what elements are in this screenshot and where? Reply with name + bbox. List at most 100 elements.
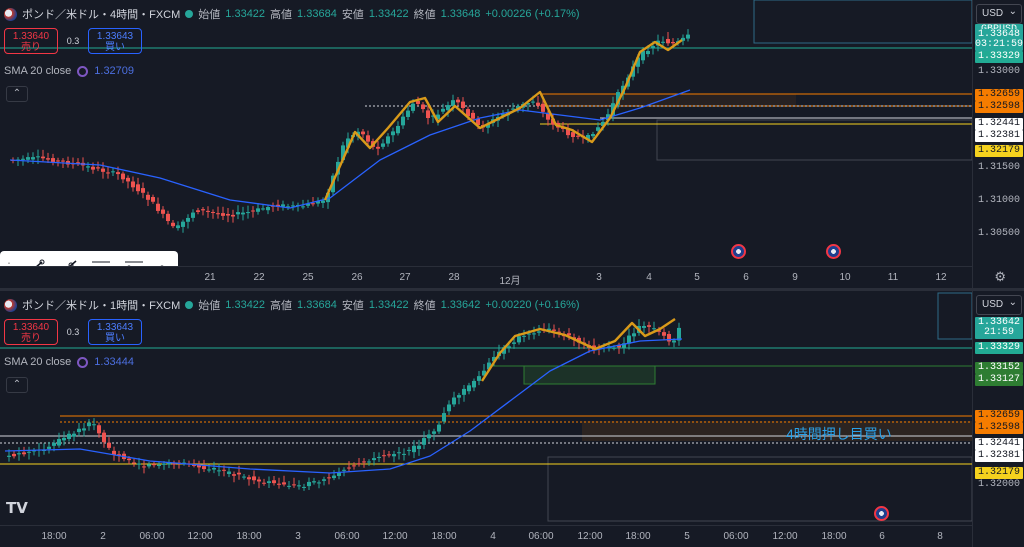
price-tag[interactable]: 21:59: [975, 327, 1023, 339]
candle-body: [681, 37, 685, 41]
symbol-title[interactable]: ポンド／米ドル・4時間・FXCM: [22, 9, 181, 21]
candle-body: [632, 333, 636, 337]
candle-body: [411, 103, 415, 111]
candle-body: [162, 463, 166, 465]
price-tag[interactable]: 1.32381: [975, 450, 1023, 462]
collapse-legend-button[interactable]: ⌃: [6, 377, 28, 393]
candle-body: [522, 335, 526, 337]
pane-divider[interactable]: [0, 288, 1024, 291]
buy-button[interactable]: 1.33643 買い: [88, 28, 142, 54]
candle-body: [92, 424, 96, 426]
price-tag[interactable]: 1.32441: [975, 118, 1023, 130]
candle-body: [422, 438, 426, 445]
zigzag-line: [323, 39, 683, 201]
us-flag-icon[interactable]: [874, 506, 889, 521]
candle-body: [21, 158, 25, 160]
candle-body: [12, 453, 16, 457]
candle-body: [332, 475, 336, 479]
candles-1h: [0, 292, 972, 522]
candle-body: [121, 173, 125, 180]
close-label: 終値: [413, 9, 436, 21]
collapse-legend-button[interactable]: ⌃: [6, 86, 28, 102]
candle-body: [347, 467, 351, 469]
sell-button[interactable]: 1.33640 売り: [4, 28, 58, 54]
price-axis-4h[interactable]: USD 1.330001.325001.320001.315001.310001…: [972, 0, 1024, 288]
price-tag[interactable]: 1.32441: [975, 438, 1023, 450]
price-tag[interactable]: 1.33329: [975, 342, 1023, 354]
chart-annotation[interactable]: 4時間押し目買い: [786, 426, 892, 442]
candle-body: [381, 143, 385, 147]
candle-body: [326, 192, 330, 203]
price-tag[interactable]: 1.32659: [975, 410, 1023, 422]
us-flag-icon[interactable]: [731, 244, 746, 259]
time-axis-1h[interactable]: 18:00 2 06:00 12:00 18:00 3 06:00 12:00 18:00 4 06…: [0, 525, 972, 547]
price-tag[interactable]: 1.33152: [975, 362, 1023, 374]
candle-body: [342, 469, 346, 471]
price-tag[interactable]: 1.32381: [975, 130, 1023, 142]
candle-body: [227, 471, 231, 474]
candle-body: [341, 145, 345, 161]
candle-body: [462, 388, 466, 395]
series-legend-4h: ポンド／米ドル・4時間・FXCM 始値 1.33422 高値 1.33684 安値 1…: [4, 6, 580, 22]
symbol-title[interactable]: ポンド／米ドル・1時間・FXCM: [22, 300, 181, 312]
candle-body: [311, 203, 315, 205]
price-tag[interactable]: 1.33329: [975, 51, 1023, 63]
sma-legend-1h[interactable]: SMA 20 close 1.33444: [4, 356, 134, 368]
candle-body: [161, 209, 165, 214]
candle-body: [226, 213, 230, 216]
buy-button[interactable]: 1.33643 買い: [88, 319, 142, 345]
time-tick-label: 12:00: [382, 531, 408, 542]
sell-button[interactable]: 1.33640 売り: [4, 319, 58, 345]
price-tag[interactable]: 1.32598: [975, 101, 1023, 113]
price-tag[interactable]: 1.33642: [975, 317, 1023, 329]
zone-box: [937, 292, 972, 340]
price-tag[interactable]: 1.32659: [975, 89, 1023, 101]
candle-body: [136, 184, 140, 192]
plot-area-1h[interactable]: [0, 291, 972, 547]
plot-area-4h[interactable]: [0, 0, 972, 288]
currency-select[interactable]: USD: [976, 294, 1022, 315]
candle-body: [516, 105, 520, 109]
candle-body: [536, 102, 540, 106]
time-tick-label: 5: [684, 531, 690, 542]
chart-pane-4h[interactable]: ポンド／米ドル・4時間・FXCM 始値 1.33422 高値 1.33684 安値 1…: [0, 0, 1024, 288]
loading-cycle-icon: [77, 65, 89, 77]
candle-body: [142, 466, 146, 468]
price-tag[interactable]: 1.32179: [975, 467, 1023, 479]
time-tick-label: 18:00: [41, 531, 67, 542]
chart-pane-1h[interactable]: ポンド／米ドル・1時間・FXCM 始値 1.33422 高値 1.33684 安値 1…: [0, 291, 1024, 547]
price-tag[interactable]: 1.32179: [975, 145, 1023, 157]
candle-body: [137, 463, 141, 465]
price-tag[interactable]: 03:21:59: [975, 39, 1024, 51]
price-tag[interactable]: 1.32598: [975, 422, 1023, 434]
candle-body: [196, 210, 200, 212]
low-label: 安値: [341, 300, 364, 312]
sma-legend-4h[interactable]: SMA 20 close 1.32709: [4, 65, 134, 77]
us-flag-icon[interactable]: [826, 244, 841, 259]
candle-body: [282, 482, 286, 485]
buy-label: 買い: [105, 333, 125, 344]
candle-body: [382, 455, 386, 457]
time-tick-label: 3: [596, 272, 602, 283]
gear-icon[interactable]: ⚙: [994, 269, 1006, 284]
currency-select[interactable]: USD: [976, 3, 1022, 24]
candle-body: [157, 464, 161, 467]
candle-body: [652, 328, 656, 330]
candle-body: [167, 462, 171, 465]
candle-body: [436, 114, 440, 119]
tradingview-logo[interactable]: TV: [6, 499, 28, 517]
candle-body: [431, 115, 435, 117]
time-axis-4h[interactable]: 21 22 25 26 27 28 12月 3 4 5 6 9 10 11 12: [0, 266, 972, 288]
candle-body: [671, 42, 675, 44]
candle-body: [281, 204, 285, 207]
candle-body: [451, 100, 455, 106]
candle-body: [91, 166, 95, 170]
price-tag[interactable]: 1.33127: [975, 374, 1023, 386]
candle-body: [317, 482, 321, 484]
candle-body: [236, 212, 240, 215]
candle-body: [322, 479, 326, 481]
time-tick-label: 18:00: [821, 531, 847, 542]
price-tag[interactable]: 1.33648: [975, 29, 1023, 41]
time-tick-label: 06:00: [334, 531, 360, 542]
